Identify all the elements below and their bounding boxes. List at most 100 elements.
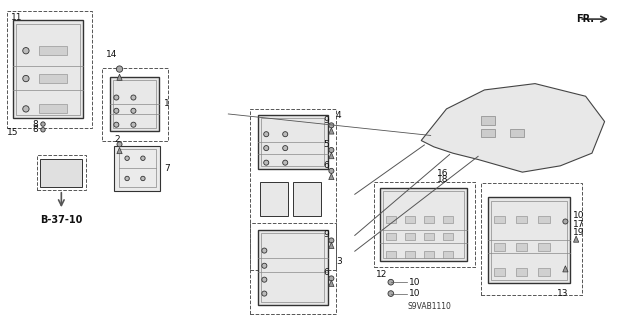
Bar	[494, 216, 506, 223]
Circle shape	[388, 291, 394, 296]
Bar	[424, 250, 434, 258]
Polygon shape	[329, 152, 334, 159]
Polygon shape	[573, 236, 579, 242]
Circle shape	[116, 66, 123, 72]
Text: 6: 6	[323, 268, 329, 277]
Bar	[444, 250, 453, 258]
Text: 7: 7	[164, 165, 170, 174]
Text: 5: 5	[323, 140, 329, 150]
Bar	[250, 109, 336, 270]
Bar	[261, 118, 324, 166]
Bar	[113, 80, 156, 128]
Text: S9VAB1110: S9VAB1110	[407, 302, 451, 311]
Bar	[405, 216, 415, 223]
Circle shape	[329, 123, 334, 128]
Bar	[40, 159, 81, 187]
Bar	[374, 182, 475, 267]
Text: 8: 8	[32, 125, 38, 134]
Text: 4: 4	[336, 111, 341, 120]
Circle shape	[262, 277, 267, 282]
Circle shape	[23, 48, 29, 54]
Bar	[115, 145, 160, 191]
Bar	[38, 74, 67, 83]
Circle shape	[114, 108, 119, 113]
Bar	[538, 243, 550, 250]
Bar	[387, 250, 396, 258]
Text: 8: 8	[32, 120, 38, 129]
Text: 18: 18	[437, 175, 449, 184]
Bar	[424, 233, 434, 241]
Bar	[481, 116, 495, 125]
Polygon shape	[421, 84, 605, 172]
Bar	[293, 182, 321, 216]
Circle shape	[141, 156, 145, 160]
Bar	[250, 223, 336, 315]
Text: 13: 13	[557, 289, 569, 298]
Text: 6: 6	[323, 161, 329, 170]
Circle shape	[262, 263, 267, 268]
Text: 15: 15	[7, 129, 19, 137]
Polygon shape	[329, 174, 334, 180]
Text: 3: 3	[336, 257, 342, 266]
Bar	[488, 197, 570, 283]
Circle shape	[262, 291, 267, 296]
Circle shape	[329, 168, 334, 174]
Circle shape	[283, 145, 288, 151]
Circle shape	[41, 128, 45, 132]
Bar	[538, 216, 550, 223]
Text: 14: 14	[106, 50, 118, 59]
Bar	[494, 268, 506, 276]
Bar	[380, 188, 467, 261]
Bar	[13, 20, 83, 118]
Circle shape	[131, 95, 136, 100]
Text: 10: 10	[408, 289, 420, 298]
Bar	[538, 268, 550, 276]
Bar	[481, 129, 495, 137]
Bar	[7, 11, 92, 128]
Polygon shape	[329, 242, 334, 249]
Circle shape	[114, 95, 119, 100]
Bar	[516, 243, 527, 250]
Bar	[38, 46, 67, 55]
Circle shape	[262, 248, 267, 253]
Bar	[383, 191, 464, 257]
Circle shape	[114, 122, 119, 127]
Circle shape	[131, 122, 136, 127]
Bar	[481, 183, 582, 295]
Circle shape	[23, 106, 29, 112]
Circle shape	[117, 142, 122, 147]
Circle shape	[125, 156, 129, 160]
Bar	[387, 233, 396, 241]
Circle shape	[329, 276, 334, 281]
Circle shape	[125, 176, 129, 181]
Circle shape	[283, 132, 288, 137]
Bar	[38, 105, 67, 113]
Bar	[509, 129, 524, 137]
Bar	[110, 77, 159, 131]
Text: 10: 10	[573, 211, 584, 220]
Polygon shape	[563, 266, 568, 272]
Circle shape	[329, 238, 334, 243]
Circle shape	[23, 75, 29, 82]
Circle shape	[131, 108, 136, 113]
Bar	[405, 250, 415, 258]
Circle shape	[41, 122, 45, 126]
Bar	[444, 216, 453, 223]
Circle shape	[264, 132, 269, 137]
Text: 19: 19	[573, 228, 584, 237]
Text: 16: 16	[437, 169, 449, 178]
Circle shape	[141, 176, 145, 181]
Circle shape	[264, 145, 269, 151]
Bar	[444, 233, 453, 241]
Text: 11: 11	[12, 13, 23, 22]
Text: 12: 12	[376, 270, 387, 279]
Text: 10: 10	[408, 278, 420, 287]
Bar	[405, 233, 415, 241]
Text: 2: 2	[115, 135, 120, 144]
Text: 17: 17	[573, 219, 584, 228]
Text: 9: 9	[323, 230, 329, 239]
Bar	[261, 234, 324, 302]
Bar	[491, 201, 566, 280]
Circle shape	[264, 160, 269, 165]
Polygon shape	[117, 74, 122, 80]
